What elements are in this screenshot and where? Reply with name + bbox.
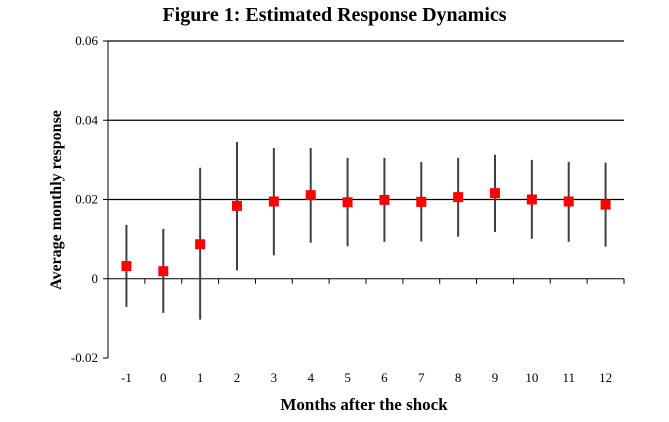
data-point-2 — [195, 239, 206, 250]
gridlines — [108, 40, 624, 201]
x-tick-label-11: 10 — [525, 370, 538, 385]
x-tick-label-13: 12 — [599, 370, 612, 385]
data-point-11 — [526, 194, 537, 205]
data-point-4 — [268, 196, 279, 207]
chart-title: Figure 1: Estimated Response Dynamics — [162, 4, 507, 26]
x-tick-label-12: 11 — [562, 370, 575, 385]
data-point-9 — [453, 192, 464, 203]
x-tick-label-2: 1 — [197, 370, 204, 385]
x-tick-label-4: 3 — [271, 370, 278, 385]
y-tick-label-1: 0 — [92, 271, 99, 286]
error-bars — [125, 142, 607, 320]
y-tick-label-4: 0.06 — [75, 33, 98, 48]
x-tick-label-1: 0 — [160, 370, 167, 385]
y-tick-label-3: 0.04 — [75, 112, 98, 127]
x-tick-label-6: 5 — [344, 370, 351, 385]
y-tick-label-0: -0.02 — [71, 350, 98, 365]
data-point-7 — [379, 194, 390, 205]
data-point-12 — [563, 196, 574, 207]
data-point-13 — [600, 199, 611, 210]
axes — [103, 40, 625, 359]
data-point-8 — [416, 196, 427, 207]
data-point-6 — [342, 197, 353, 208]
data-point-10 — [490, 188, 500, 199]
x-tick-label-9: 8 — [455, 370, 462, 385]
data-point-1 — [158, 266, 169, 277]
x-tick-label-0: -1 — [121, 370, 132, 385]
x-tick-label-3: 2 — [234, 370, 241, 385]
x-tick-label-8: 7 — [418, 370, 425, 385]
data-points — [121, 188, 611, 277]
x-tick-label-7: 6 — [381, 370, 388, 385]
x-tick-label-5: 4 — [307, 370, 314, 385]
data-point-5 — [305, 190, 316, 201]
data-point-3 — [232, 200, 242, 211]
x-axis-label: Months after the shock — [280, 395, 448, 414]
data-point-0 — [121, 261, 132, 272]
y-tick-label-2: 0.02 — [75, 192, 98, 207]
x-tick-label-10: 9 — [492, 370, 499, 385]
